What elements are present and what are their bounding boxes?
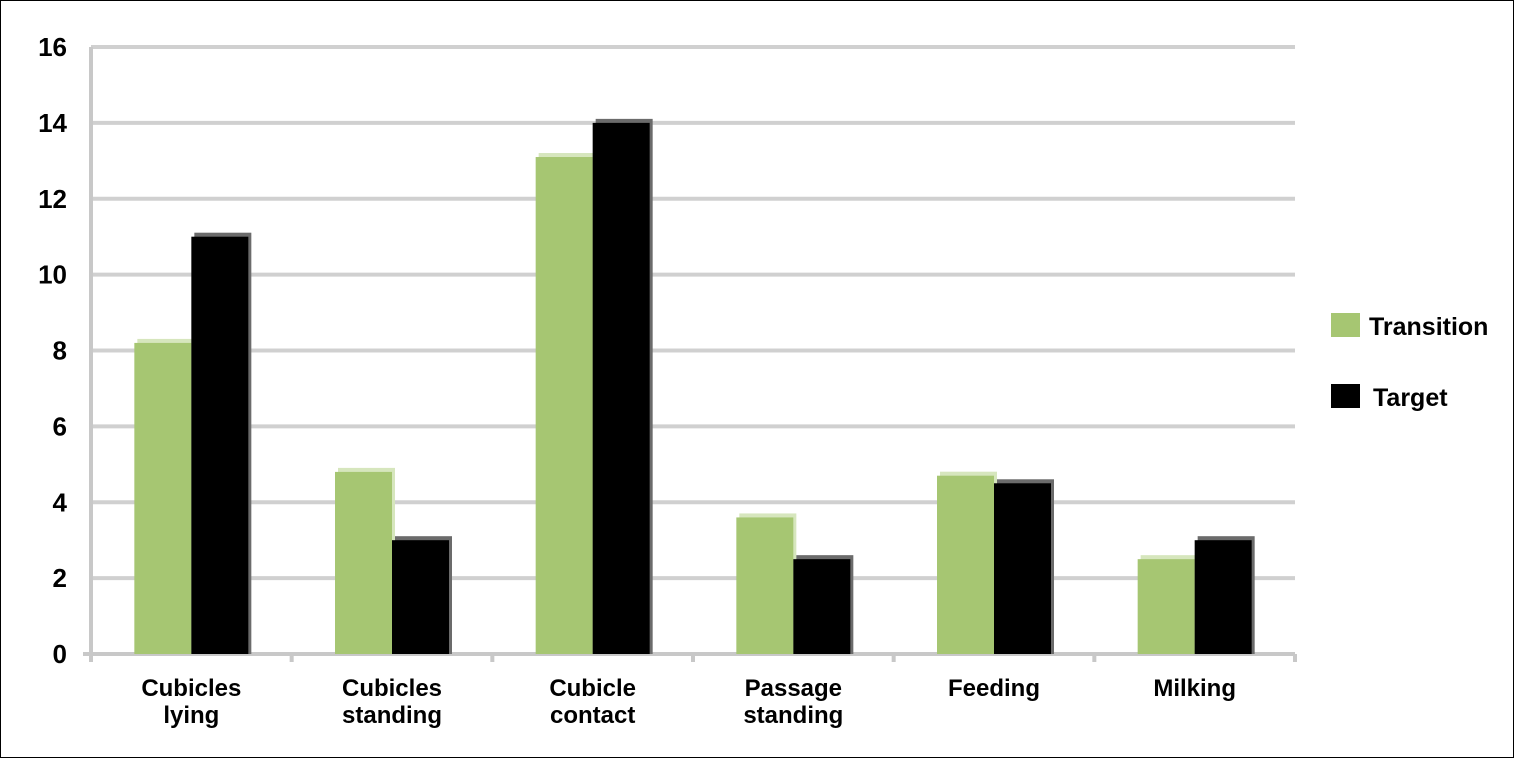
- y-tick-label: 16: [38, 32, 67, 62]
- bar-transition-2: [535, 157, 593, 655]
- category-label: Passage: [745, 675, 842, 702]
- category-label: Milking: [1153, 675, 1236, 702]
- bar-target-5: [1194, 540, 1252, 654]
- y-tick-label: 2: [53, 563, 67, 593]
- y-tick-label: 6: [53, 411, 67, 441]
- legend-swatch-target: [1331, 384, 1360, 408]
- category-label: standing: [743, 702, 843, 729]
- bar-target-4: [994, 483, 1051, 654]
- y-tick-label: 14: [38, 108, 67, 138]
- category-label: Cubicle: [549, 675, 636, 702]
- bar-transition-4: [937, 475, 994, 654]
- axes: [83, 47, 1297, 662]
- category-label: Feeding: [948, 675, 1040, 702]
- category-label: contact: [550, 702, 635, 729]
- bar-target-0: [191, 236, 249, 654]
- legend-label-transition: Transition: [1369, 313, 1488, 341]
- bar-transition-0: [134, 342, 192, 654]
- y-tick-label: 10: [38, 260, 67, 290]
- category-label: Cubicles: [342, 675, 442, 702]
- bar-transition-3: [736, 517, 794, 654]
- bar-target-1: [392, 540, 449, 654]
- bar-target-3: [793, 559, 851, 654]
- legend-label-target: Target: [1373, 384, 1448, 412]
- category-label: standing: [342, 702, 442, 729]
- legend: Transition Target: [1331, 313, 1488, 412]
- gridlines: [91, 45, 1295, 581]
- y-tick-label: 4: [53, 487, 68, 517]
- category-label: Cubicles: [141, 675, 241, 702]
- bar-transition-5: [1137, 559, 1195, 654]
- y-tick-label: 0: [53, 639, 67, 669]
- y-tick-labels: 0 2 4 6 8 10 12 14 16: [38, 32, 67, 669]
- y-tick-label: 12: [38, 184, 67, 214]
- bar-transition-1: [335, 471, 392, 654]
- bar-target-2: [592, 122, 650, 654]
- y-tick-label: 8: [53, 336, 67, 366]
- bars: [134, 118, 1255, 655]
- category-labels: CubicleslyingCubiclesstandingCubiclecont…: [141, 675, 1236, 729]
- legend-swatch-transition: [1331, 313, 1360, 337]
- category-label: lying: [163, 702, 219, 729]
